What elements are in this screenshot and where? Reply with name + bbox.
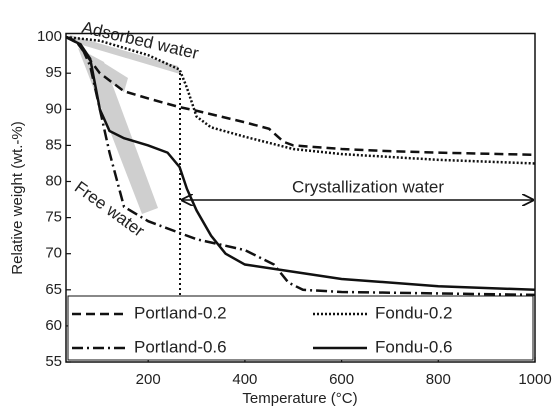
shading (70, 35, 180, 74)
y-tick-label: 90 (45, 100, 62, 117)
legend: Portland-0.2 Fondu-0.2 Portland-0.6 Fondu-0… (67, 295, 534, 361)
y-tick-label: 55 (45, 353, 62, 370)
x-tick-label: 200 (136, 371, 161, 388)
shading (96, 58, 128, 92)
y-tick-label: 65 (45, 281, 62, 298)
annotation: Crystallization water (292, 177, 444, 196)
x-tick-label: 800 (426, 371, 451, 388)
y-tick-label: 75 (45, 209, 62, 226)
y-tick-label: 70 (45, 245, 62, 262)
shading (78, 48, 158, 214)
x-axis-label: Temperature (°C) (242, 390, 357, 407)
x-tick-label: 1000 (518, 371, 551, 388)
y-tick-label: 85 (45, 136, 62, 153)
x-tick-label: 400 (232, 371, 257, 388)
y-tick-label: 100 (37, 28, 62, 45)
legend-label: Portland-0.2 (134, 303, 227, 322)
y-tick-label: 60 (45, 317, 62, 334)
series-line (65, 35, 536, 292)
series-line (65, 35, 536, 165)
legend-box (67, 295, 534, 361)
legend-label: Fondu-0.2 (375, 303, 453, 322)
frame (65, 32, 536, 363)
y-tick-label: 80 (45, 172, 62, 189)
y-axis-label: Relative weight (wt.-%) (9, 121, 26, 274)
plot (65, 35, 536, 297)
legend-label: Fondu-0.6 (375, 337, 453, 356)
legend-label: Portland-0.6 (134, 337, 227, 356)
x-tick-label: 600 (329, 371, 354, 388)
y-tick-label: 95 (45, 64, 62, 81)
